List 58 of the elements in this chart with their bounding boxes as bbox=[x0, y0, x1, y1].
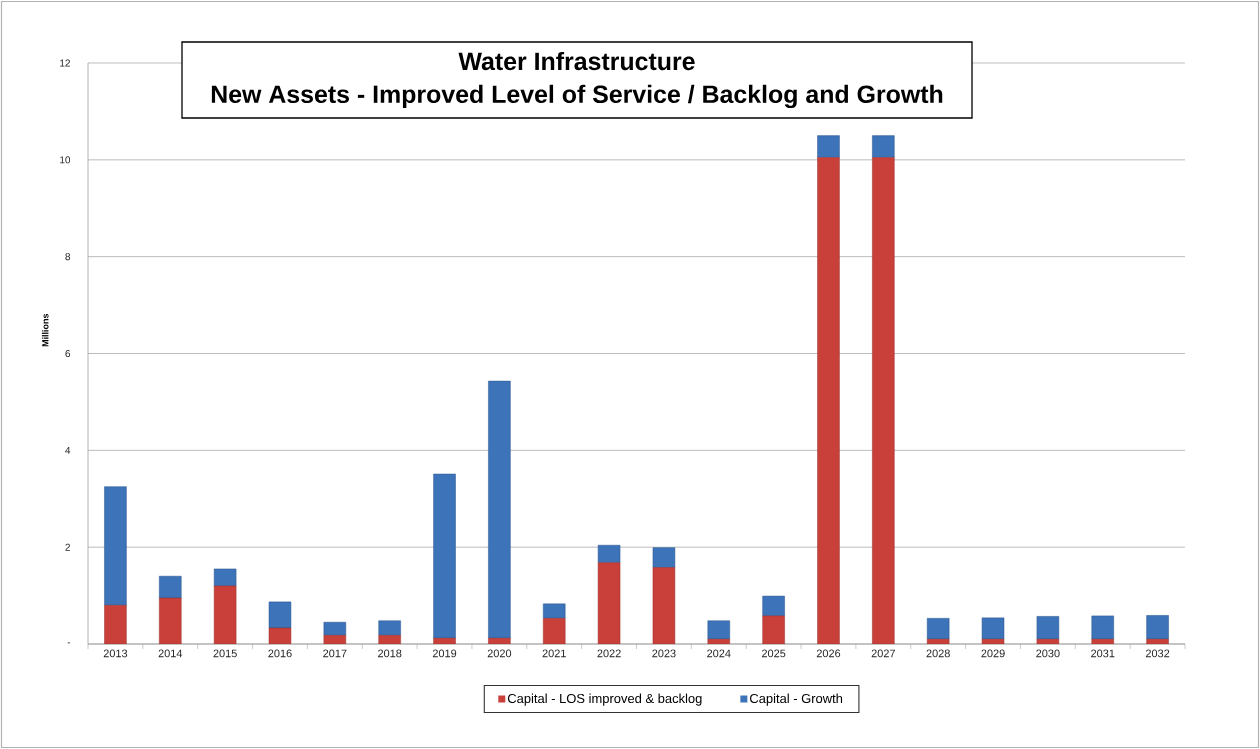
text: New Assets - Improved Level of Service / Backlog and Growth bbox=[211, 84, 943, 109]
bar bbox=[159, 575, 182, 599]
x-tick-label: 2016 bbox=[268, 649, 292, 658]
x-tick-label: 2030 bbox=[1036, 649, 1060, 658]
bar bbox=[488, 380, 511, 639]
y-tick-label: - bbox=[67, 642, 71, 644]
bar bbox=[762, 595, 785, 617]
bar bbox=[543, 618, 566, 644]
bar bbox=[433, 473, 456, 639]
bar bbox=[707, 620, 730, 640]
x-tick-label: 2031 bbox=[1091, 649, 1115, 658]
y-tick-label: 2 bbox=[65, 543, 70, 551]
bar bbox=[597, 544, 621, 563]
x-tick-label: 2014 bbox=[158, 649, 183, 658]
bar bbox=[817, 135, 840, 158]
x-tick-label: 2028 bbox=[926, 649, 950, 658]
y-tick-label: 4 bbox=[65, 446, 71, 454]
y-tick-label: 6 bbox=[65, 349, 71, 358]
x-tick-label: 2019 bbox=[432, 649, 457, 658]
x-tick-label: 2026 bbox=[816, 649, 841, 658]
x-tick-label: 2032 bbox=[1145, 649, 1170, 658]
bar bbox=[543, 603, 566, 619]
x-tick-label: 2025 bbox=[761, 649, 786, 658]
bar bbox=[1091, 615, 1114, 640]
x-tick-label: 2022 bbox=[597, 649, 621, 658]
x-tick-label: 2027 bbox=[871, 649, 895, 658]
y-tick-label: 12 bbox=[60, 59, 70, 67]
x-tick-label: 2013 bbox=[103, 649, 128, 658]
bar bbox=[926, 618, 950, 640]
bar bbox=[1036, 616, 1060, 640]
bar bbox=[597, 562, 621, 644]
y-axis-title: Millions bbox=[41, 313, 49, 347]
bar bbox=[872, 135, 895, 158]
x-tick-label: 2020 bbox=[487, 649, 512, 658]
bar bbox=[817, 157, 840, 644]
x-tick-label: 2024 bbox=[707, 649, 731, 658]
bar bbox=[268, 601, 292, 629]
y-tick-label: 10 bbox=[60, 156, 71, 164]
bar bbox=[159, 597, 182, 644]
x-tick-label: 2018 bbox=[378, 649, 402, 658]
chart-title: Water Infrastructure bbox=[458, 51, 695, 71]
bar bbox=[652, 547, 676, 568]
bar bbox=[1146, 615, 1169, 640]
bar bbox=[872, 157, 895, 644]
legend-label: Capital - LOS improved & backlog bbox=[507, 693, 702, 706]
bar bbox=[981, 617, 1005, 640]
legend-label: Capital - Growth bbox=[750, 693, 843, 706]
bar bbox=[104, 605, 127, 644]
y-tick-label: 8 bbox=[65, 253, 71, 261]
x-tick-label: 2029 bbox=[981, 649, 1005, 658]
x-tick-label: 2023 bbox=[652, 649, 676, 658]
x-tick-label: 2015 bbox=[213, 649, 237, 658]
x-tick-label: 2017 bbox=[323, 649, 347, 658]
bar bbox=[323, 621, 347, 636]
x-tick-label: 2021 bbox=[542, 649, 566, 658]
bar bbox=[104, 486, 127, 606]
bar bbox=[378, 620, 401, 636]
bar bbox=[213, 568, 237, 587]
